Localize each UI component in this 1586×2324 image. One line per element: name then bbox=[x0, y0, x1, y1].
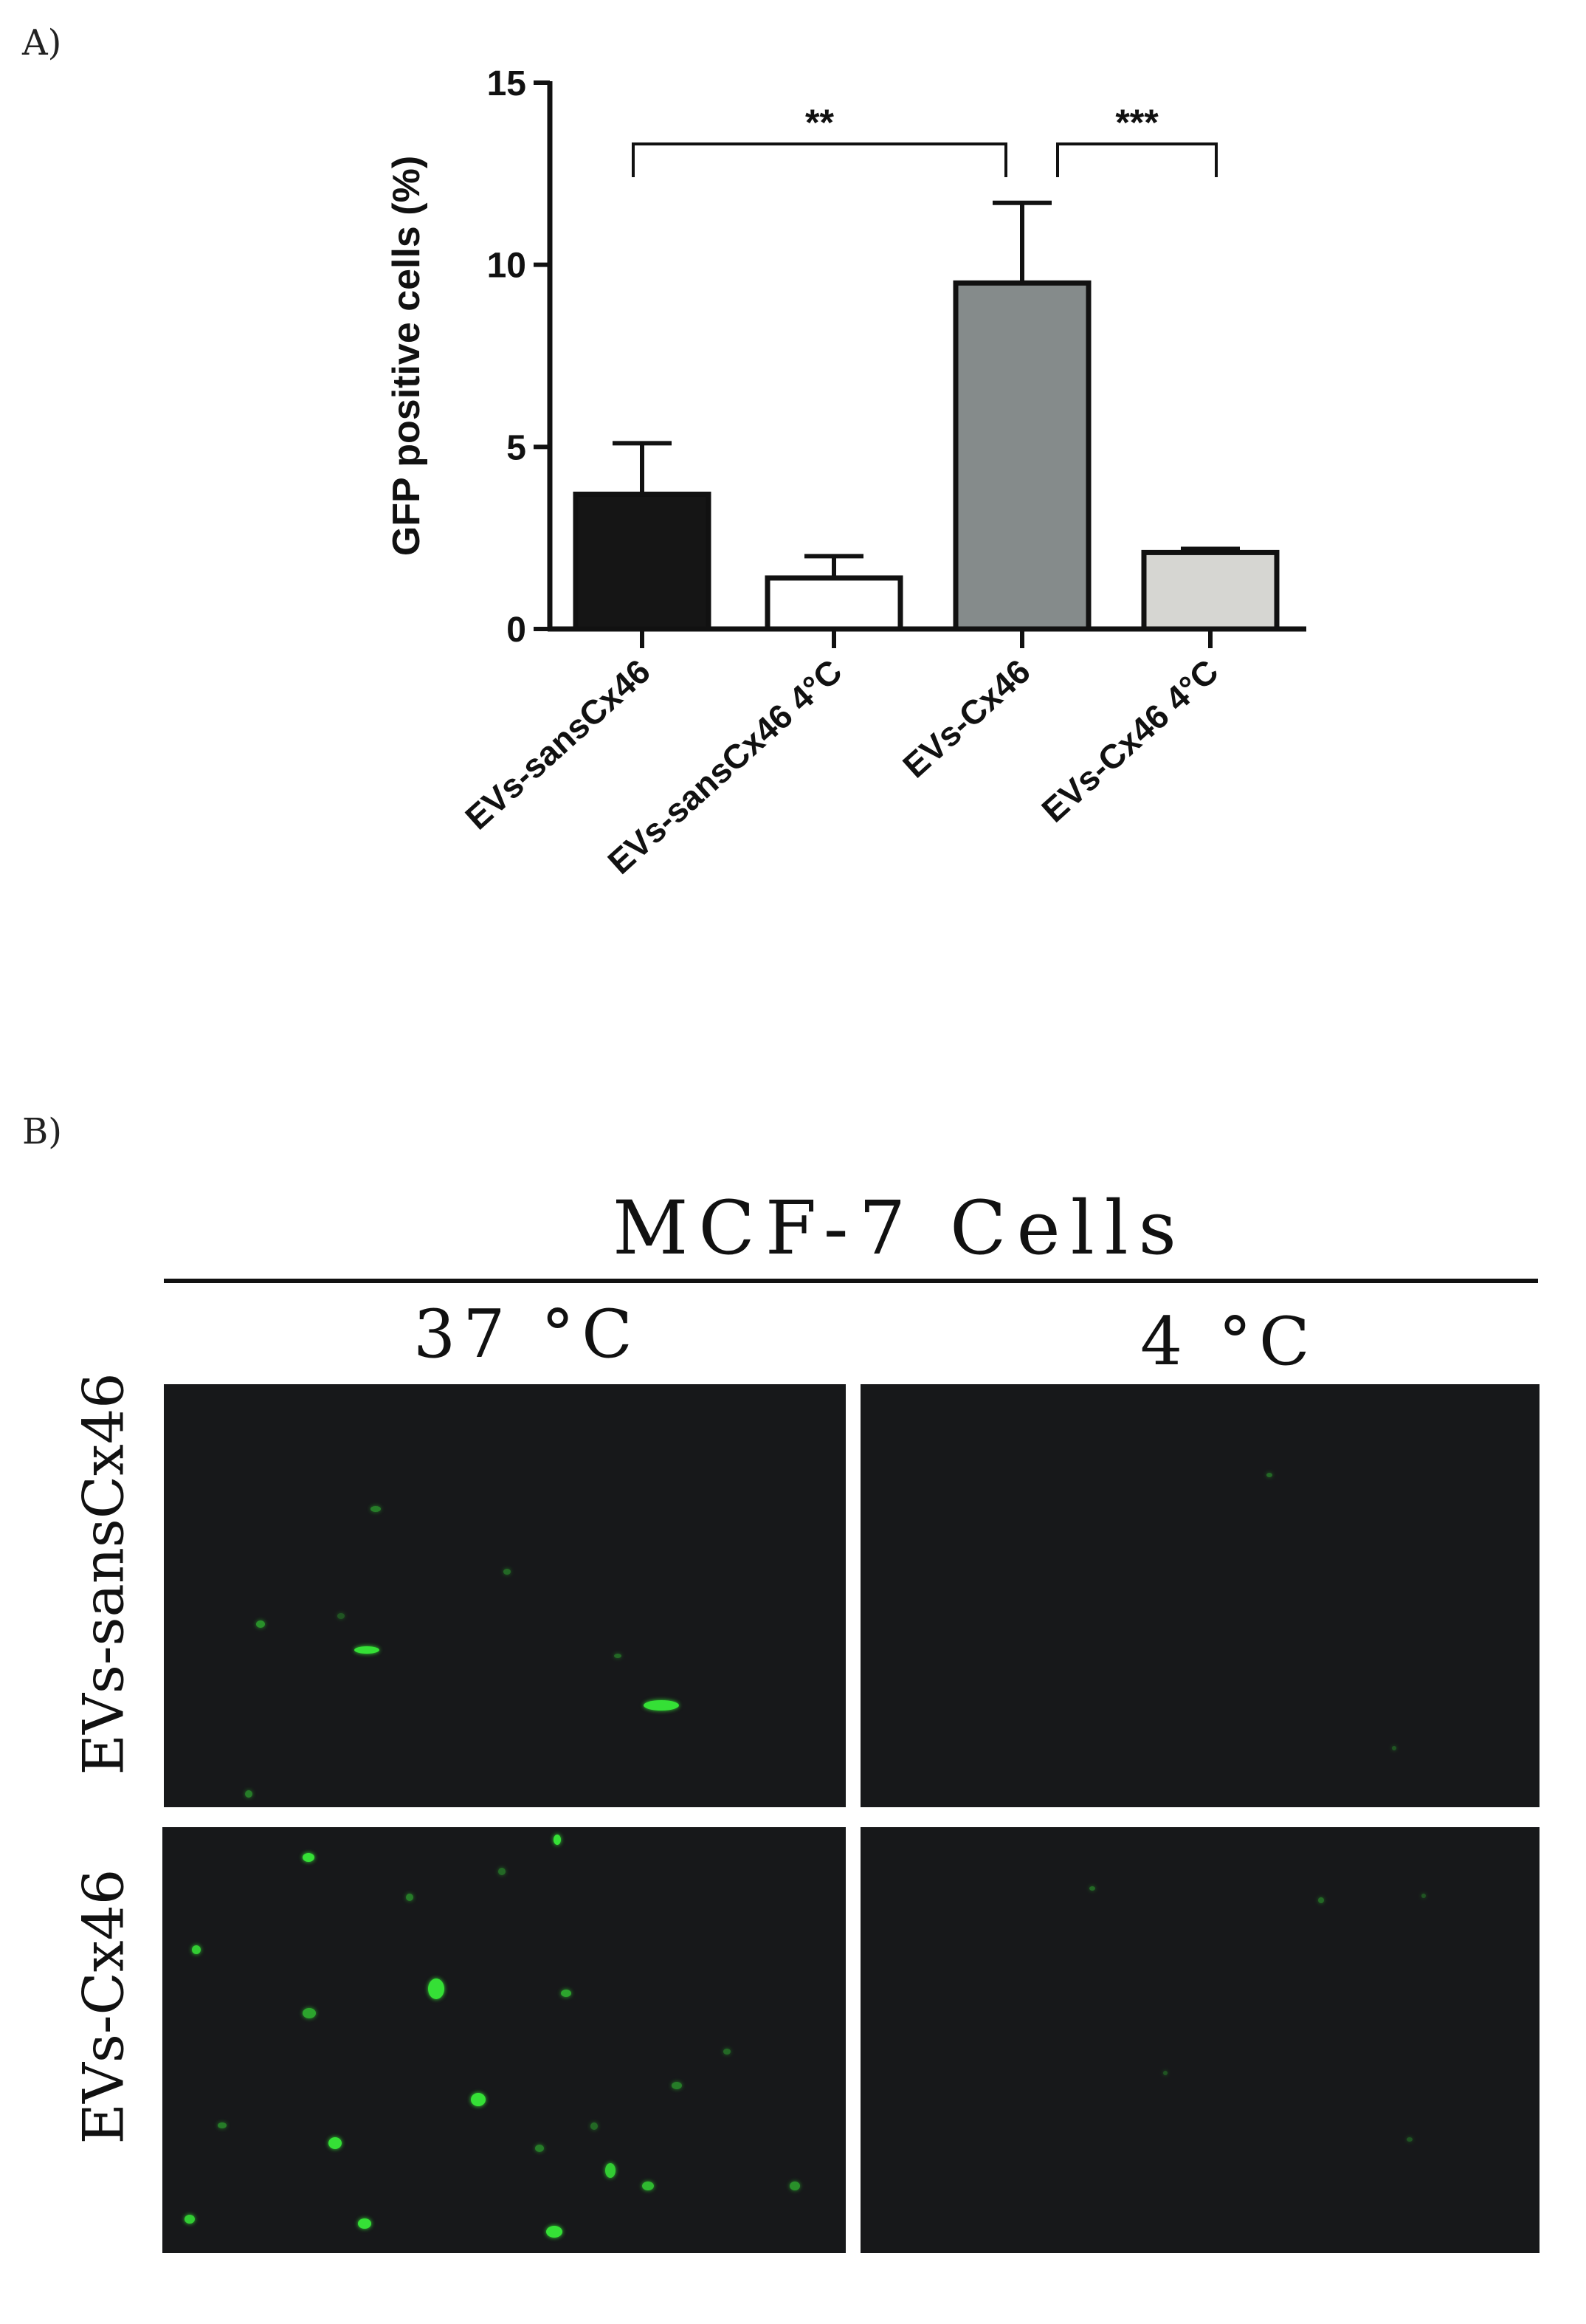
gfp-cell bbox=[256, 1620, 265, 1628]
x-tick-label: EVs-sansCx46 bbox=[458, 652, 657, 837]
gfp-cell bbox=[554, 1835, 561, 1845]
gfp-cell bbox=[498, 1868, 506, 1875]
micrograph-sanscx46-37c bbox=[164, 1384, 846, 1807]
gfp-cell bbox=[471, 2093, 486, 2106]
x-tick-label: EVs-Cx46 4°C bbox=[1034, 652, 1225, 830]
gfp-cell bbox=[218, 2122, 227, 2128]
y-tick-label: 0 bbox=[506, 611, 526, 650]
gfp-cell bbox=[303, 2008, 316, 2018]
gfp-cell bbox=[185, 2215, 195, 2224]
panel-b-title: MCF-7 Cells bbox=[613, 1185, 1187, 1271]
gfp-cell bbox=[535, 2145, 544, 2152]
row-label-evs-sanscx46: EVs-sansCx46 bbox=[70, 1372, 137, 1775]
y-tick-label: 5 bbox=[506, 428, 526, 467]
gfp-cell bbox=[561, 1990, 571, 1997]
bar bbox=[573, 491, 711, 632]
significance-bracket bbox=[1056, 142, 1218, 177]
gfp-cell bbox=[605, 2163, 616, 2178]
gfp-cell bbox=[358, 2218, 371, 2229]
bar bbox=[765, 575, 903, 632]
significance-label: *** bbox=[1115, 102, 1159, 143]
gfp-cell bbox=[354, 1646, 379, 1654]
gfp-cell bbox=[370, 1506, 381, 1512]
gfp-cell bbox=[1266, 1473, 1272, 1477]
bar-chart: 0 5 10 15 GFP positive cells (%) EVs-sansCx46… bbox=[385, 64, 1306, 881]
micrograph-cx46-37c bbox=[162, 1827, 846, 2253]
gfp-cell bbox=[503, 1569, 511, 1575]
column-label-4c: 4 °C bbox=[1140, 1303, 1317, 1381]
gfp-cell bbox=[1089, 1886, 1095, 1891]
bar bbox=[953, 280, 1092, 632]
gfp-cell bbox=[303, 1853, 314, 1862]
gfp-cell bbox=[1163, 2071, 1168, 2075]
gfp-cell bbox=[1407, 2137, 1413, 2142]
panel-a-label: A) bbox=[22, 22, 62, 63]
gfp-cell bbox=[614, 1654, 621, 1658]
gfp-cell bbox=[590, 2122, 598, 2130]
gfp-cell bbox=[192, 1945, 201, 1954]
y-tick-label: 15 bbox=[487, 64, 526, 103]
gfp-cell bbox=[723, 2049, 731, 2055]
gfp-cell bbox=[546, 2226, 562, 2238]
gfp-cell bbox=[328, 2137, 342, 2149]
gfp-cell bbox=[1392, 1746, 1396, 1750]
micrograph-cx46-4c bbox=[861, 1827, 1540, 2253]
bar bbox=[1141, 549, 1280, 632]
significance-bracket bbox=[632, 142, 1007, 177]
micrograph-sanscx46-4c bbox=[861, 1384, 1540, 1807]
gfp-cell bbox=[672, 2082, 682, 2089]
y-tick-label: 10 bbox=[487, 247, 526, 286]
gfp-cell bbox=[644, 1700, 679, 1711]
title-divider bbox=[164, 1279, 1538, 1283]
row-label-evs-cx46: EVs-Cx46 bbox=[70, 1869, 137, 2145]
y-axis-label: GFP positive cells (%) bbox=[385, 156, 428, 556]
panel-b-label: B) bbox=[22, 1111, 62, 1152]
column-label-37c: 37 °C bbox=[413, 1296, 640, 1373]
significance-label: ** bbox=[805, 102, 834, 143]
gfp-cell bbox=[406, 1894, 413, 1901]
gfp-cell bbox=[1421, 1894, 1426, 1898]
gfp-cell bbox=[428, 1979, 444, 1999]
gfp-cell bbox=[245, 1790, 252, 1798]
gfp-cell bbox=[790, 2182, 800, 2190]
gfp-cell bbox=[1318, 1897, 1324, 1903]
gfp-cell bbox=[642, 2182, 654, 2190]
x-tick-label: EVs-Cx46 bbox=[895, 652, 1038, 785]
gfp-cell bbox=[337, 1613, 345, 1619]
